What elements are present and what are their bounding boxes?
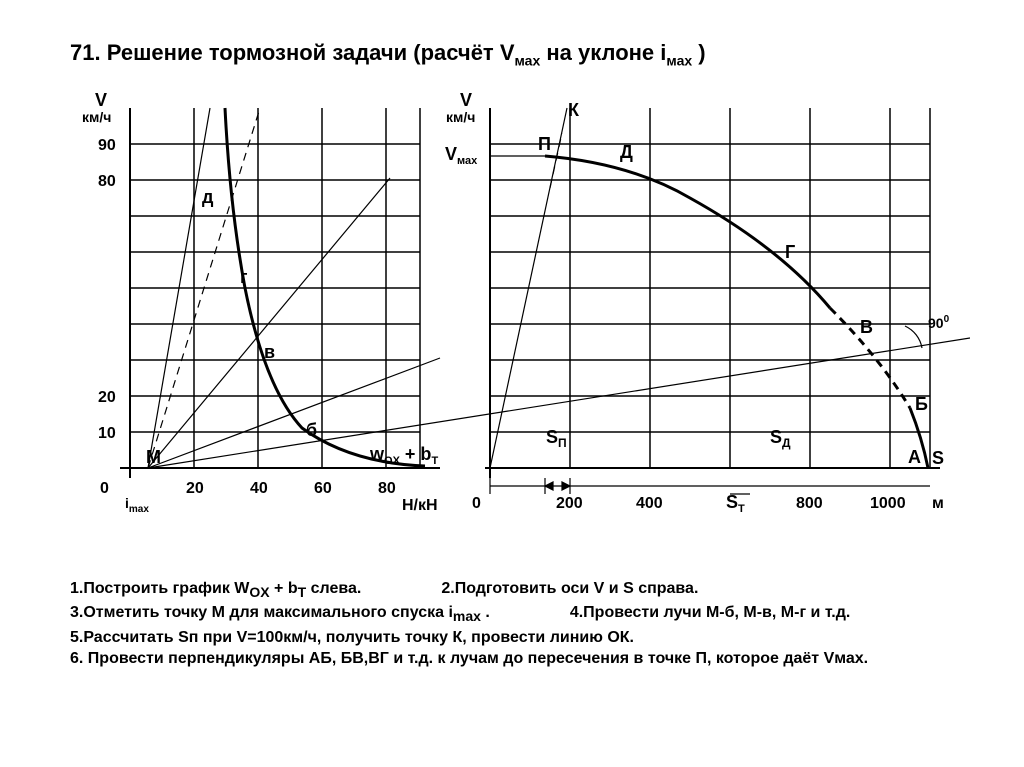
svg-text:20: 20 bbox=[98, 389, 116, 406]
svg-text:SП: SП bbox=[546, 427, 567, 450]
page-title: 71. Решение тормозной задачи (расчёт Vма… bbox=[70, 40, 954, 68]
instr-5: 5.Рассчитать Sп при V=100км/ч, получить … bbox=[70, 627, 954, 649]
instructions: 1.Построить график WOX + bT слева. 2.Под… bbox=[70, 578, 954, 669]
svg-text:Н/кН: Н/кН bbox=[402, 497, 438, 514]
svg-text:м: м bbox=[932, 495, 944, 512]
svg-text:900: 900 bbox=[928, 314, 950, 331]
instr-3: 3.Отметить точку М для максимального спу… bbox=[70, 602, 490, 626]
instr-4: 4.Провести лучи М-б, М-в, М-г и т.д. bbox=[570, 602, 850, 626]
instr-2: 2.Подготовить оси V и S справа. bbox=[441, 578, 698, 602]
svg-text:80: 80 bbox=[98, 173, 116, 190]
pt-b: б bbox=[306, 420, 317, 440]
pt-g: г bbox=[240, 267, 248, 287]
pt-M: М bbox=[146, 447, 161, 467]
svg-text:60: 60 bbox=[314, 480, 332, 497]
svg-text:км/ч: км/ч bbox=[446, 109, 475, 125]
svg-text:SД: SД bbox=[770, 427, 791, 450]
svg-text:imax: imax bbox=[125, 495, 149, 515]
pt-P: П bbox=[538, 134, 551, 154]
svg-text:SТ: SТ bbox=[726, 492, 745, 515]
svg-text:wOX + bT: wOX + bT bbox=[369, 444, 438, 467]
svg-text:0: 0 bbox=[472, 495, 481, 512]
pt-d: д bbox=[202, 187, 214, 207]
title-main: Решение тормозной задачи (расчёт V bbox=[107, 40, 515, 65]
svg-text:Vмах: Vмах bbox=[445, 144, 478, 167]
chart-area: д г в б М 90 80 20 10 0 imax 20 40 60 80… bbox=[70, 88, 970, 568]
svg-text:1000: 1000 bbox=[870, 495, 906, 512]
svg-text:20: 20 bbox=[186, 480, 204, 497]
svg-text:200: 200 bbox=[556, 495, 583, 512]
pt-D: Д bbox=[620, 142, 633, 162]
svg-text:V: V bbox=[460, 90, 472, 110]
svg-text:400: 400 bbox=[636, 495, 663, 512]
pt-A: А bbox=[908, 447, 921, 467]
svg-text:80: 80 bbox=[378, 480, 396, 497]
svg-text:10: 10 bbox=[98, 425, 116, 442]
pt-v: в bbox=[264, 342, 275, 362]
svg-text:800: 800 bbox=[796, 495, 823, 512]
pt-K: К bbox=[568, 100, 580, 120]
instr-6: 6. Провести перпендикуляры АБ, БВ,ВГ и т… bbox=[70, 648, 954, 670]
instr-1: 1.Построить график WOX + bT слева. bbox=[70, 578, 361, 602]
svg-text:90: 90 bbox=[98, 137, 116, 154]
axis-S: S bbox=[932, 448, 944, 468]
title-num: 71. bbox=[70, 40, 101, 65]
svg-text:км/ч: км/ч bbox=[82, 109, 111, 125]
pt-V: В bbox=[860, 317, 873, 337]
svg-text:0: 0 bbox=[100, 480, 109, 497]
svg-text:V: V bbox=[95, 90, 107, 110]
svg-text:40: 40 bbox=[250, 480, 268, 497]
pt-G: Г bbox=[785, 242, 795, 262]
pt-Bb: Б bbox=[915, 394, 928, 414]
